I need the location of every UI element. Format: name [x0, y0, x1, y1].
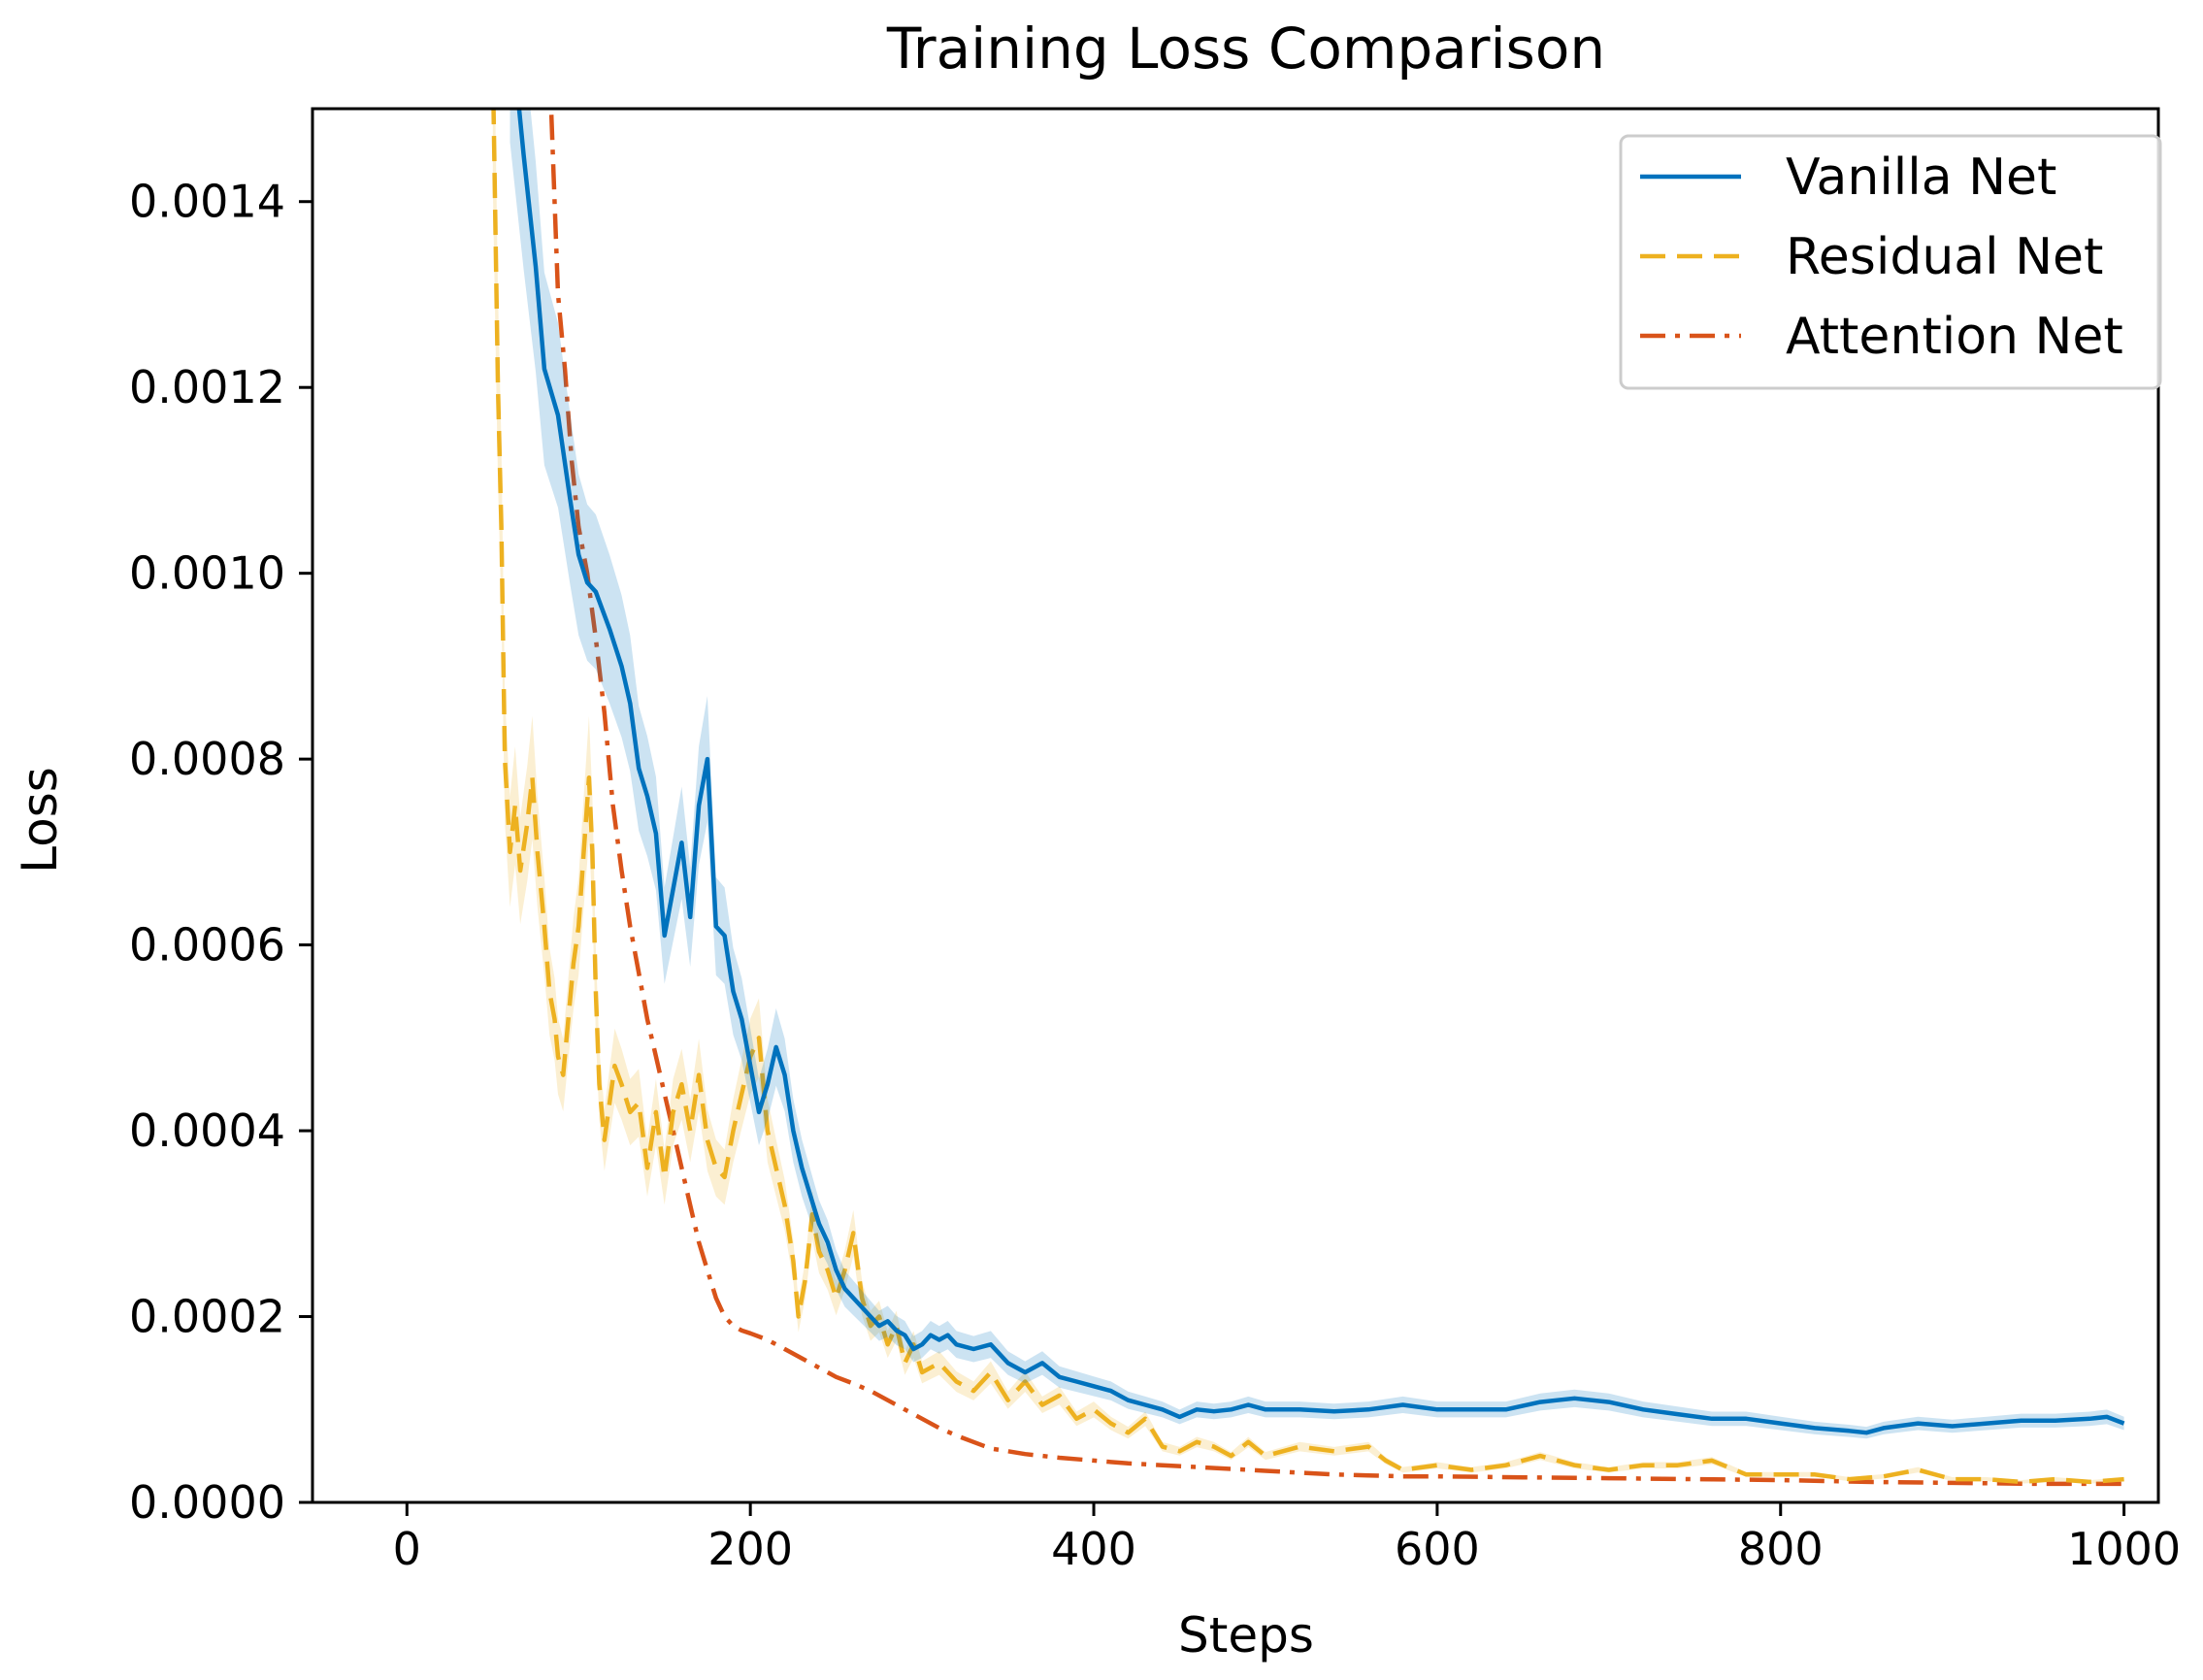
legend-box — [1619, 134, 2162, 390]
x-tick-label: 600 — [1395, 1523, 1480, 1575]
x-tick-label: 200 — [707, 1523, 793, 1575]
y-tick-label: 0.0006 — [129, 919, 285, 972]
x-tick-label: 800 — [1738, 1523, 1824, 1575]
y-tick-label: 0.0004 — [129, 1104, 285, 1157]
legend: Vanilla Net Residual Net Attention Net — [1619, 134, 2162, 390]
series-line-attention-net — [548, 109, 2124, 1487]
x-tick-label: 400 — [1051, 1523, 1136, 1575]
y-tick-label: 0.0010 — [129, 547, 285, 600]
y-tick-label: 0.0000 — [129, 1476, 285, 1529]
plot-clip-group — [491, 109, 2125, 1487]
chart-title: Training Loss Comparison — [886, 16, 1605, 82]
y-tick-label: 0.0008 — [129, 733, 285, 785]
plot-area — [491, 109, 2125, 1487]
legend-label-attention-net: Attention Net — [1786, 308, 2123, 366]
y-tick-label: 0.0002 — [129, 1291, 285, 1343]
series-line-residual-net — [491, 109, 2124, 1485]
y-axis-label: Loss — [12, 767, 68, 873]
y-tick-label: 0.0012 — [129, 361, 285, 413]
x-axis-label: Steps — [1178, 1607, 1314, 1664]
axis-ticks: 0 200 400 600 800 1000 0.0000 0.0002 0.0004 0.000… — [129, 176, 2181, 1575]
x-tick-label: 1000 — [2067, 1523, 2181, 1575]
legend-label-vanilla-net: Vanilla Net — [1786, 148, 2056, 207]
axes-frame — [311, 107, 2160, 1504]
x-tick-label: 0 — [393, 1523, 421, 1575]
series-line-vanilla-net — [516, 109, 2125, 1435]
legend-label-residual-net: Residual Net — [1786, 228, 2103, 286]
y-tick-label: 0.0014 — [129, 176, 285, 228]
